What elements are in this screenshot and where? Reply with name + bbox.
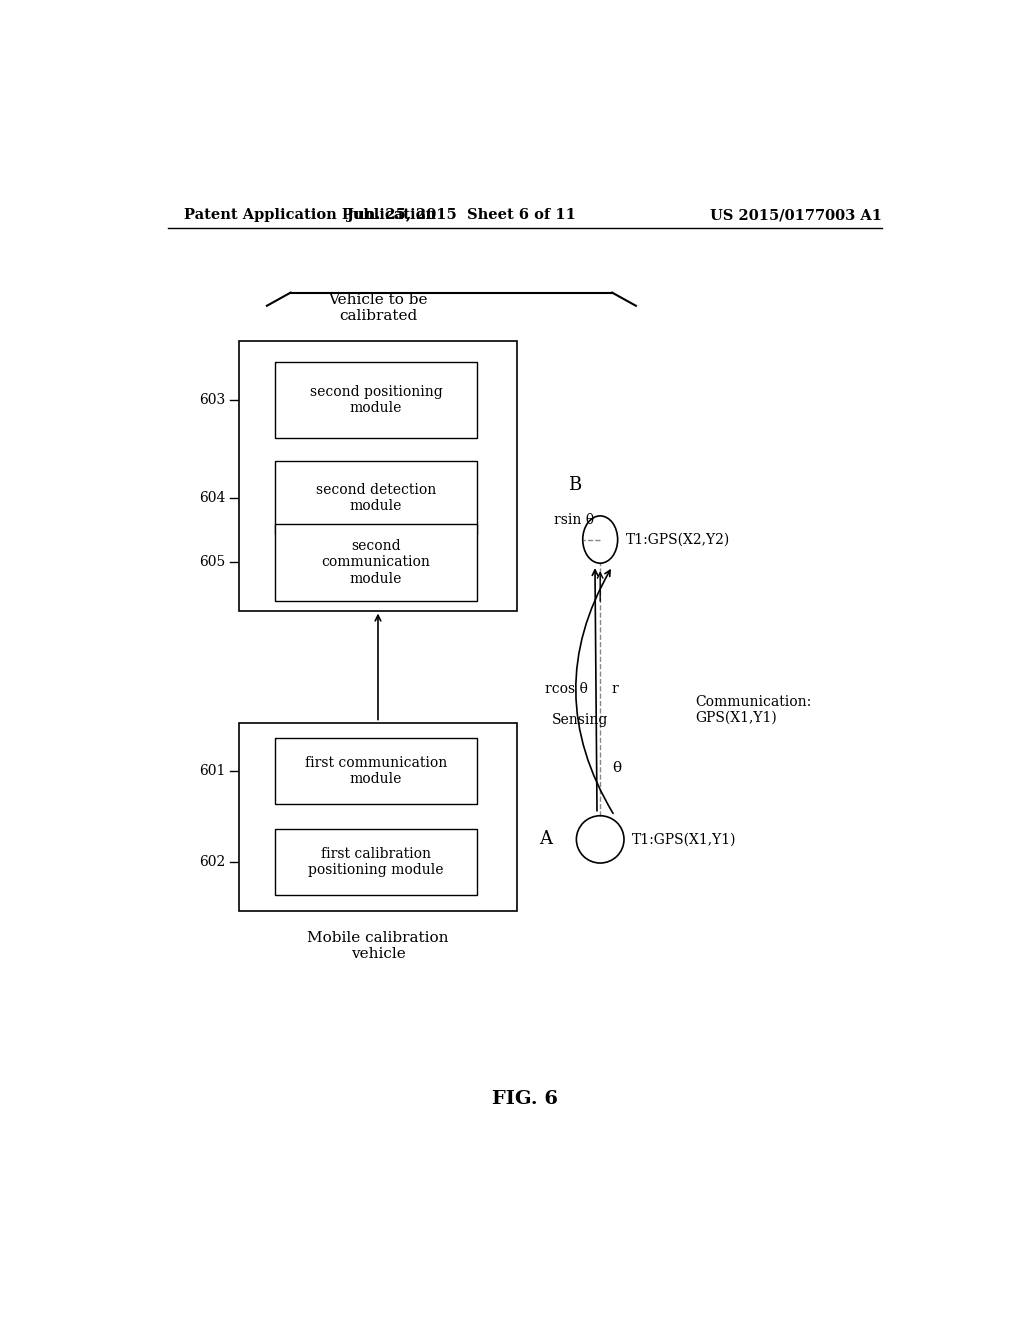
Text: rcos θ: rcos θ <box>546 682 588 697</box>
Text: Vehicle to be
calibrated: Vehicle to be calibrated <box>329 293 428 323</box>
Text: Patent Application Publication: Patent Application Publication <box>183 209 435 222</box>
Text: 605: 605 <box>200 556 225 569</box>
Text: rsin θ: rsin θ <box>554 513 594 528</box>
Text: 603: 603 <box>200 393 225 407</box>
Text: second positioning
module: second positioning module <box>309 384 442 414</box>
Text: r: r <box>612 682 618 697</box>
Bar <box>274 524 477 601</box>
Text: A: A <box>540 830 553 849</box>
Text: Communication:
GPS(X1,Y1): Communication: GPS(X1,Y1) <box>695 694 812 725</box>
Text: θ: θ <box>612 762 622 775</box>
Text: second
communication
module: second communication module <box>322 539 430 586</box>
Bar <box>274 362 477 438</box>
Text: Mobile calibration
vehicle: Mobile calibration vehicle <box>307 931 449 961</box>
Text: T1:GPS(X2,Y2): T1:GPS(X2,Y2) <box>626 532 730 546</box>
Text: second detection
module: second detection module <box>315 483 436 513</box>
Text: first calibration
positioning module: first calibration positioning module <box>308 847 443 878</box>
Text: Jun. 25, 2015  Sheet 6 of 11: Jun. 25, 2015 Sheet 6 of 11 <box>347 209 575 222</box>
Bar <box>274 738 477 804</box>
Text: T1:GPS(X1,Y1): T1:GPS(X1,Y1) <box>632 833 736 846</box>
Bar <box>274 829 477 895</box>
Bar <box>274 461 477 535</box>
Text: first communication
module: first communication module <box>305 755 447 785</box>
Text: 601: 601 <box>200 764 225 777</box>
Bar <box>240 722 517 911</box>
Text: US 2015/0177003 A1: US 2015/0177003 A1 <box>710 209 882 222</box>
Text: B: B <box>568 475 582 494</box>
Text: 604: 604 <box>200 491 225 504</box>
Text: Sensing: Sensing <box>552 713 608 727</box>
Text: FIG. 6: FIG. 6 <box>492 1089 558 1107</box>
Text: 602: 602 <box>200 855 225 870</box>
Bar <box>240 342 517 611</box>
